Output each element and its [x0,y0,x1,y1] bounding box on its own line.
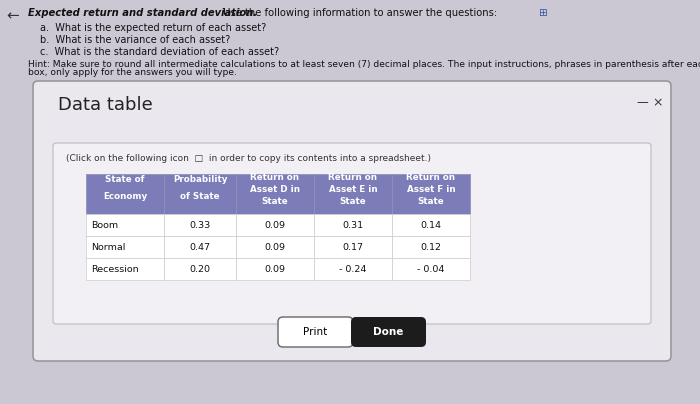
Bar [392,258,470,280]
Bar [164,174,236,214]
Text: —: — [636,96,648,109]
Text: State of: State of [105,175,145,184]
FancyBboxPatch shape [53,143,651,324]
Bar [86,214,164,236]
Bar [86,258,164,280]
Bar [164,214,236,236]
Bar [314,258,392,280]
Text: ←: ← [6,8,20,23]
Text: c.  What is the standard deviation of each asset?: c. What is the standard deviation of eac… [40,47,279,57]
Text: Economy: Economy [103,192,147,201]
Bar [164,236,236,258]
Text: 0.09: 0.09 [265,242,286,252]
Text: Boom: Boom [91,221,118,229]
Text: Expected return and standard deviation.: Expected return and standard deviation. [28,8,257,18]
Text: - 0.24: - 0.24 [340,265,367,274]
Text: Done: Done [373,327,404,337]
Text: Return on: Return on [251,173,300,182]
Text: Return on: Return on [407,173,456,182]
Text: 0.47: 0.47 [190,242,211,252]
Text: Return on: Return on [328,173,377,182]
Bar [164,258,236,280]
Text: 0.31: 0.31 [342,221,363,229]
Bar [392,236,470,258]
Text: ×: × [652,96,662,109]
Bar [236,174,314,214]
Bar [314,236,392,258]
Text: 0.14: 0.14 [421,221,442,229]
Text: State: State [262,198,288,206]
Bar [236,214,314,236]
Text: - 0.04: - 0.04 [417,265,444,274]
Text: 0.12: 0.12 [421,242,442,252]
Bar [392,174,470,214]
Text: Normal: Normal [91,242,125,252]
Text: State: State [340,198,366,206]
Text: Data table: Data table [58,96,153,114]
Text: Hint: Make sure to round all intermediate calculations to at least seven (7) dec: Hint: Make sure to round all intermediat… [28,60,700,69]
Bar [86,236,164,258]
Bar [236,236,314,258]
FancyBboxPatch shape [33,81,671,361]
Text: State: State [418,198,444,206]
Bar [314,174,392,214]
Bar [236,258,314,280]
Text: Probability: Probability [173,175,228,184]
Text: 0.33: 0.33 [190,221,211,229]
Text: 0.20: 0.20 [190,265,211,274]
Text: box, only apply for the answers you will type.: box, only apply for the answers you will… [28,68,237,77]
Text: Asset D in: Asset D in [250,185,300,194]
Text: Recession: Recession [91,265,139,274]
Text: 0.17: 0.17 [342,242,363,252]
Text: 0.09: 0.09 [265,221,286,229]
Text: (Click on the following icon  □  in order to copy its contents into a spreadshee: (Click on the following icon □ in order … [66,154,431,163]
Text: Use the following information to answer the questions:: Use the following information to answer … [220,8,500,18]
Text: Asset E in: Asset E in [329,185,377,194]
Bar [86,174,164,214]
Text: a.  What is the expected return of each asset?: a. What is the expected return of each a… [40,23,266,33]
Text: Asset F in: Asset F in [407,185,455,194]
FancyBboxPatch shape [351,317,426,347]
Text: Print: Print [303,327,328,337]
FancyBboxPatch shape [278,317,353,347]
Text: of State: of State [181,192,220,201]
Text: ⊞: ⊞ [538,8,547,18]
Bar [392,214,470,236]
Bar [314,214,392,236]
Text: b.  What is the variance of each asset?: b. What is the variance of each asset? [40,35,230,45]
Text: 0.09: 0.09 [265,265,286,274]
